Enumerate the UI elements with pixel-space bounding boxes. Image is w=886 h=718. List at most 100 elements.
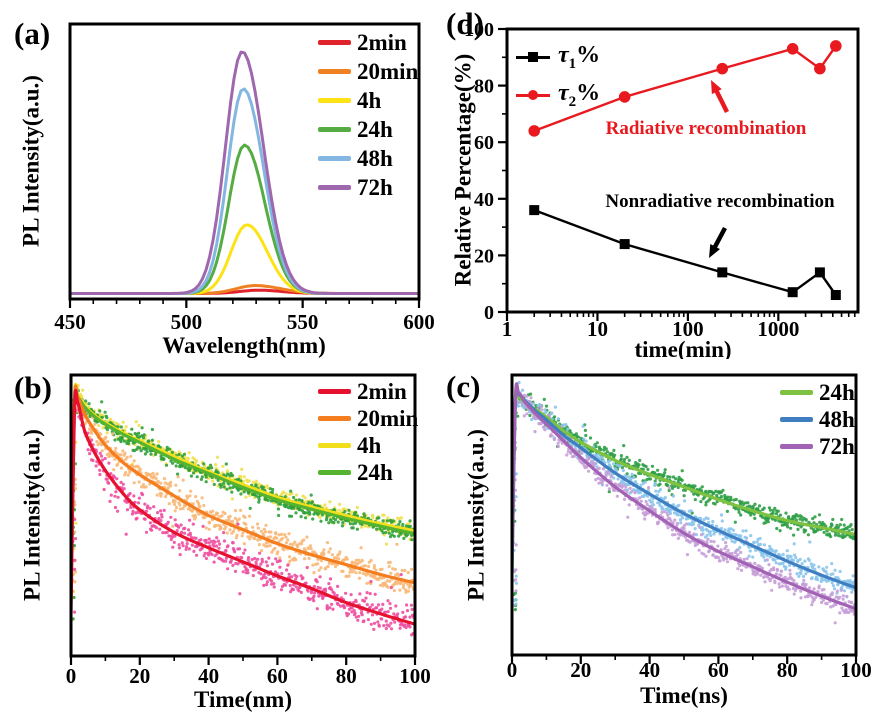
legend-label: 4h xyxy=(357,88,382,113)
legend-line-swatch xyxy=(318,127,351,132)
x-axis-tick-labels: 1 10 100 1000 xyxy=(502,317,800,341)
panel-c-x-axis-title: Time(ns) xyxy=(640,683,728,708)
axes-box xyxy=(69,373,417,658)
legend-line-swatch xyxy=(318,416,351,421)
legend-label: 48h xyxy=(819,407,855,432)
series-markers-τ1% xyxy=(529,205,841,301)
panel-a-label: (a) xyxy=(14,16,51,51)
panel-a-legend: 2min 20min 4h 24h 48h 72h xyxy=(318,28,418,202)
spectrum-72h xyxy=(70,50,419,295)
legend-marker-swatch xyxy=(516,50,550,64)
panel-b-legend: 2min 20min 4h 24h xyxy=(318,378,418,486)
x-tick-label: 60 xyxy=(267,664,288,688)
axes-box xyxy=(510,373,858,657)
legend-label: 24h xyxy=(357,117,393,142)
y-tick-label: 20 xyxy=(474,245,494,267)
legend-label: τ2% xyxy=(558,79,601,110)
x-tick-label: 500 xyxy=(171,310,203,334)
panel-b-y-axis-title: PL Intensity(a.u.) xyxy=(19,429,45,601)
legend-line-swatch xyxy=(318,389,351,394)
x-tick-label: 100 xyxy=(840,658,872,682)
y-axis-tick-labels: 0 20 40 60 80 100 xyxy=(464,19,494,324)
legend-label: τ1% xyxy=(558,41,601,72)
series-line-τ1% xyxy=(533,208,837,296)
x-tick-label: 40 xyxy=(198,664,219,688)
y-tick-label: 0 xyxy=(484,302,494,324)
legend-line-swatch xyxy=(780,417,813,422)
legend-label: 20min xyxy=(357,406,419,431)
legend-label: 4h xyxy=(357,433,382,458)
legend-label: 2min xyxy=(357,30,407,55)
legend-label: 24h xyxy=(819,380,855,405)
legend-line-swatch xyxy=(318,156,351,161)
fit-line-72h xyxy=(513,382,855,611)
x-tick-label: 1 xyxy=(502,317,513,341)
legend-marker-swatch xyxy=(516,88,550,102)
x-axis-tick-labels: 0 20 40 60 80 100 xyxy=(507,658,872,682)
legend-label: 24h xyxy=(357,460,393,485)
panel-c-plot: 0 20 40 60 80 100 xyxy=(507,373,872,682)
legend-item-24h: 24h xyxy=(318,115,418,144)
legend-label: 72h xyxy=(819,434,855,459)
legend-item-2min: 2min xyxy=(318,378,418,405)
fit-line-2min xyxy=(72,389,414,626)
legend-item-72h: 72h xyxy=(318,173,418,202)
panel-b-plot: 0 20 40 60 80 100 xyxy=(66,373,431,688)
legend-item-24h: 24h xyxy=(318,459,418,486)
legend-line-swatch xyxy=(318,470,351,475)
annotation-nonradiative-recombination: Nonradiative recombination xyxy=(605,191,835,212)
x-tick-label: 600 xyxy=(403,310,435,334)
fit-line-24h xyxy=(513,386,855,573)
annotation-arrow-shaft xyxy=(711,226,727,252)
panel-c-y-axis-title: PL Intensity(a.u.) xyxy=(463,429,489,601)
x-axis-tick-labels: 450 500 550 600 xyxy=(54,310,435,334)
x-tick-label: 10 xyxy=(587,317,608,341)
legend-item-τ1%: τ1% xyxy=(516,38,600,76)
y-tick-label: 80 xyxy=(474,76,494,98)
annotation-arrow-shaft xyxy=(713,87,730,114)
legend-item-24h: 24h xyxy=(780,379,855,406)
x-tick-label: 20 xyxy=(570,658,591,682)
x-axis-tick-labels: 0 20 40 60 80 100 xyxy=(66,664,431,688)
legend-line-swatch xyxy=(318,98,351,103)
legend-line-swatch xyxy=(780,444,813,449)
legend-label: 20min xyxy=(357,59,419,84)
legend-line-swatch xyxy=(318,443,351,448)
legend-item-72h: 72h xyxy=(780,433,855,460)
legend-item-4h: 4h xyxy=(318,432,418,459)
panel-d-y-axis-title: Relative Percentage(%) xyxy=(450,53,476,287)
legend-line-swatch xyxy=(318,69,351,74)
x-tick-label: 550 xyxy=(287,310,319,334)
x-tick-label: 0 xyxy=(507,658,518,682)
panel-a-x-axis-title: Wavelength(nm) xyxy=(162,333,326,358)
x-tick-label: 450 xyxy=(54,310,86,334)
x-tick-label: 40 xyxy=(639,658,660,682)
annotation-arrow-head xyxy=(711,80,722,95)
y-tick-label: 40 xyxy=(474,189,494,211)
panel-b-x-axis-title: Time(nm) xyxy=(194,687,292,712)
y-tick-label: 60 xyxy=(474,132,494,154)
series-markers-τ2% xyxy=(528,40,842,137)
x-tick-label: 1000 xyxy=(757,317,799,341)
legend-item-48h: 48h xyxy=(780,406,855,433)
x-tick-label: 100 xyxy=(672,317,704,341)
legend-label: 72h xyxy=(357,175,393,200)
legend-item-τ2%: τ2% xyxy=(516,76,600,114)
panel-d-plot: 1 10 100 1000 0 20 40 60 80 100 xyxy=(464,19,860,341)
y-tick-label: 100 xyxy=(464,19,494,41)
x-tick-label: 80 xyxy=(777,658,798,682)
x-tick-label: 100 xyxy=(399,664,431,688)
panel-d-label: (d) xyxy=(446,6,484,41)
panel-b-label: (b) xyxy=(14,370,52,405)
panel-c: 0 20 40 60 80 100 (c) PL Intensity(a.u.) Time… xyxy=(443,359,886,718)
legend-item-20min: 20min xyxy=(318,57,418,86)
legend-item-2min: 2min xyxy=(318,28,418,57)
x-tick-label: 60 xyxy=(708,658,729,682)
x-tick-label: 80 xyxy=(336,664,357,688)
spectra-curves xyxy=(70,50,419,295)
panel-a: 450 500 550 600 (a) PL Intensity(a.u.) Wave… xyxy=(0,0,443,359)
x-tick-label: 20 xyxy=(129,664,150,688)
legend-line-swatch xyxy=(780,390,813,395)
panel-d-x-axis-title: time(min) xyxy=(634,337,732,359)
